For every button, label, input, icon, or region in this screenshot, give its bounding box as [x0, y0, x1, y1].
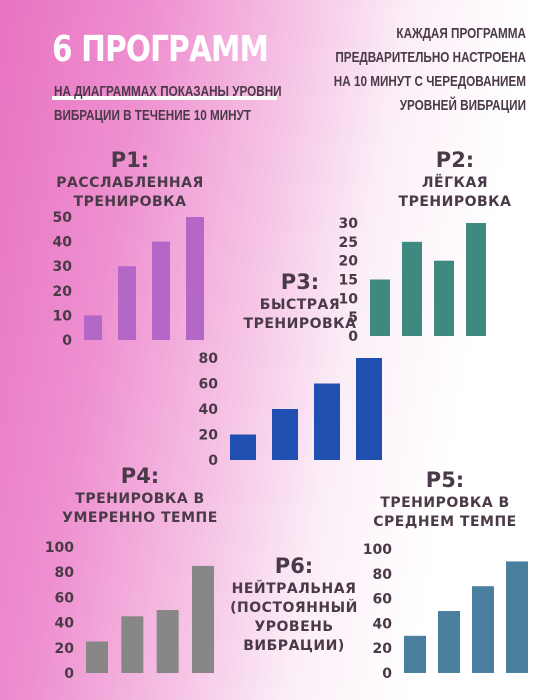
program-p6-label: P6: НЕЙТРАЛЬНАЯ (ПОСТОЯННЫЙ УРОВЕНЬ ВИБР…: [214, 552, 374, 656]
bar: [434, 260, 454, 336]
bar: [156, 610, 179, 673]
bar: [86, 641, 108, 673]
program-code: P4:: [120, 464, 160, 488]
bar: [230, 434, 256, 460]
y-tick-label: 25: [339, 235, 358, 251]
y-tick-label: 5: [348, 310, 358, 326]
bar: [506, 561, 528, 673]
bar: [118, 266, 136, 340]
program-name-line: СРЕДНЕМ ТЕМПЕ: [373, 514, 517, 530]
program-name-line: (ПОСТОЯННЫЙ: [230, 600, 358, 616]
note-line: ПРЕДВАРИТЕЛЬНО НАСТРОЕНА: [335, 49, 526, 66]
subtitle-line: НА ДИАГРАММАХ ПОКАЗАНЫ УРОВНИ: [54, 83, 282, 100]
note-line: УРОВНЕЙ ВИБРАЦИИ: [399, 97, 526, 114]
bar: [186, 217, 204, 340]
y-tick-label: 0: [208, 453, 218, 469]
title-underline: [52, 96, 277, 100]
y-tick-label: 60: [373, 592, 393, 608]
program-code: P2:: [435, 148, 475, 172]
program-name-line: ТРЕНИРОВКА: [398, 194, 512, 210]
bar: [152, 241, 170, 340]
y-tick-label: 100: [45, 540, 74, 556]
program-name-line: ТРЕНИРОВКА: [243, 316, 357, 332]
program-name-line: БЫСТРАЯ: [259, 297, 341, 313]
program-note: КАЖДАЯ ПРОГРАММА ПРЕДВАРИТЕЛЬНО НАСТРОЕН…: [331, 22, 526, 118]
y-tick-label: 20: [199, 428, 219, 444]
y-tick-label: 60: [199, 377, 219, 393]
program-name-line: РАССЛАБЛЕННАЯ: [56, 175, 204, 191]
y-tick-label: 0: [64, 666, 74, 682]
bar: [438, 611, 460, 673]
y-tick-label: 80: [373, 567, 393, 583]
program-p3-label: P3: БЫСТРАЯ ТРЕНИРОВКА: [200, 268, 400, 334]
y-tick-label: 40: [373, 616, 393, 632]
y-tick-label: 40: [199, 402, 219, 418]
y-tick-label: 0: [62, 333, 72, 349]
y-tick-label: 20: [339, 254, 359, 270]
program-name-line: ТРЕНИРОВКА В: [380, 495, 510, 511]
program-code: P3:: [280, 270, 320, 294]
program-name-line: ТРЕНИРОВКА В: [75, 491, 205, 507]
note-line: КАЖДАЯ ПРОГРАММА: [396, 25, 526, 42]
program-code: P5:: [425, 468, 465, 492]
program-p1-label: P1: РАССЛАБЛЕННАЯ ТРЕНИРОВКА: [20, 146, 240, 212]
y-tick-label: 20: [53, 284, 73, 300]
program-name-line: УРОВЕНЬ: [254, 619, 334, 635]
program-p5-label: P5: ТРЕНИРОВКА В СРЕДНЕМ ТЕМПЕ: [340, 466, 550, 532]
bar: [121, 616, 144, 673]
program-code: P1:: [110, 148, 150, 172]
bar: [472, 586, 494, 673]
subtitle: НА ДИАГРАММАХ ПОКАЗАНЫ УРОВНИ ВИБРАЦИИ В…: [54, 80, 288, 128]
program-name-line: УМЕРЕННО ТЕМПЕ: [62, 510, 218, 526]
y-tick-label: 0: [348, 329, 358, 345]
subtitle-line: ВИБРАЦИИ В ТЕЧЕНИЕ 10 МИНУТ: [54, 107, 251, 124]
program-name-line: ВИБРАЦИИ): [243, 638, 345, 654]
program-p4-label: P4: ТРЕНИРОВКА В УМЕРЕННО ТЕМПЕ: [30, 462, 250, 528]
y-tick-label: 10: [53, 308, 73, 324]
bar: [314, 383, 340, 460]
program-p2-label: P2: ЛЁГКАЯ ТРЕНИРОВКА: [355, 146, 555, 212]
y-tick-label: 60: [55, 590, 75, 606]
y-tick-label: 10: [339, 291, 359, 307]
bar: [370, 279, 390, 336]
header: 6 ПРОГРАММ: [52, 29, 316, 100]
y-tick-label: 30: [339, 216, 359, 232]
page-title: 6 ПРОГРАММ: [52, 29, 269, 70]
program-name-line: ТРЕНИРОВКА: [73, 194, 187, 210]
program-name-line: ЛЁГКАЯ: [421, 175, 489, 191]
y-tick-label: 15: [339, 273, 358, 289]
y-tick-label: 100: [363, 542, 392, 558]
y-tick-label: 80: [55, 565, 75, 581]
bar: [192, 565, 214, 673]
y-tick-label: 40: [53, 235, 73, 251]
bar: [402, 241, 422, 336]
bar: [84, 315, 102, 340]
bar: [404, 635, 426, 673]
y-tick-label: 50: [53, 210, 73, 226]
y-tick-label: 30: [53, 259, 73, 275]
program-name-line: НЕЙТРАЛЬНАЯ: [231, 581, 357, 597]
note-line: НА 10 МИНУТ С ЧЕРЕДОВАНИЕМ: [333, 73, 526, 90]
y-tick-label: 0: [382, 666, 392, 682]
program-code: P6:: [274, 554, 314, 578]
bar: [466, 223, 486, 336]
y-tick-label: 80: [199, 351, 219, 367]
bar: [272, 409, 298, 460]
bar: [356, 358, 382, 460]
y-tick-label: 20: [373, 641, 393, 657]
y-tick-label: 20: [55, 641, 75, 657]
y-tick-label: 40: [55, 616, 75, 632]
